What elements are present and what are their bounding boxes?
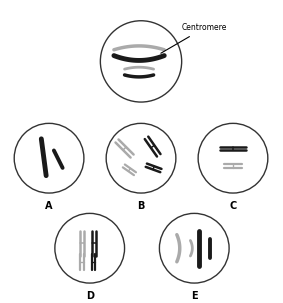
Text: C: C [229, 201, 237, 211]
Text: Centromere: Centromere [161, 23, 227, 53]
Text: A: A [45, 201, 53, 211]
Text: D: D [86, 291, 94, 301]
Text: B: B [137, 201, 145, 211]
Text: E: E [191, 291, 198, 301]
